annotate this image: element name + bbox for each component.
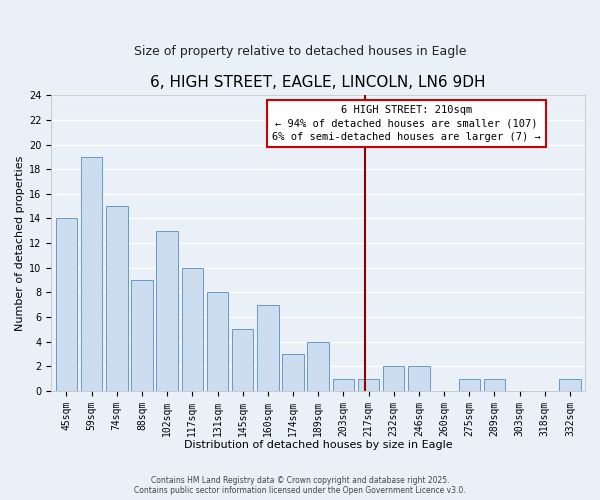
Text: 6 HIGH STREET: 210sqm
← 94% of detached houses are smaller (107)
6% of semi-deta: 6 HIGH STREET: 210sqm ← 94% of detached … (272, 105, 541, 142)
Bar (232, 330, 253, 391)
Bar (207, 292, 228, 391)
Title: 6, HIGH STREET, EAGLE, LINCOLN, LN6 9DH: 6, HIGH STREET, EAGLE, LINCOLN, LN6 9DH (151, 75, 486, 90)
Bar (332, 378, 354, 391)
Bar (257, 304, 278, 391)
Y-axis label: Number of detached properties: Number of detached properties (15, 156, 25, 331)
Bar (182, 268, 203, 391)
Bar (358, 378, 379, 391)
Bar (56, 218, 77, 391)
Bar (458, 378, 480, 391)
Text: Size of property relative to detached houses in Eagle: Size of property relative to detached ho… (134, 45, 466, 58)
Bar (81, 157, 103, 391)
Bar (157, 231, 178, 391)
X-axis label: Distribution of detached houses by size in Eagle: Distribution of detached houses by size … (184, 440, 452, 450)
Bar (383, 366, 404, 391)
Bar (307, 342, 329, 391)
Bar (559, 378, 581, 391)
Bar (283, 354, 304, 391)
Bar (131, 280, 152, 391)
Bar (408, 366, 430, 391)
Bar (106, 206, 128, 391)
Text: Contains HM Land Registry data © Crown copyright and database right 2025.
Contai: Contains HM Land Registry data © Crown c… (134, 476, 466, 495)
Bar (484, 378, 505, 391)
